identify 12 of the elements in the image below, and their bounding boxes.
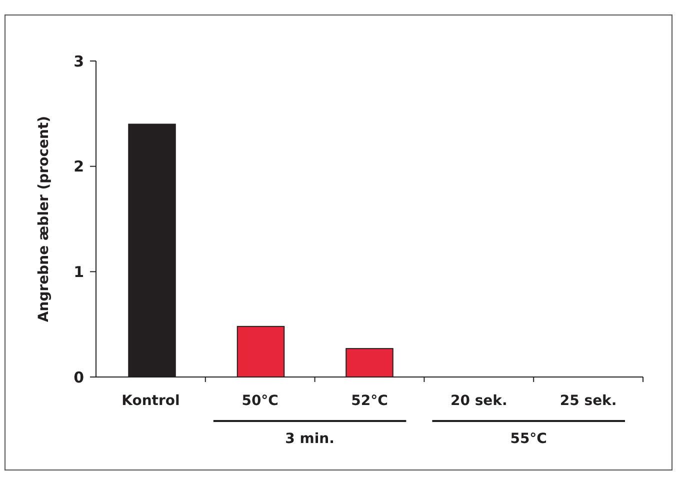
x-tick-label: 50°C <box>242 393 278 409</box>
text: 55°C <box>510 431 547 447</box>
y-tick-label: 0 <box>74 368 84 386</box>
y-tick-label: 3 <box>74 52 84 70</box>
y-tick-label: 1 <box>74 262 84 281</box>
text: 3 min. <box>285 431 334 447</box>
x-tick-label: Kontrol <box>122 393 180 409</box>
y-tick-label: 2 <box>74 158 84 176</box>
y-axis-title: Angrebne æbler (procent) <box>36 116 52 322</box>
x-tick-label: 52°C <box>351 393 388 409</box>
x-tick-label: 25 sek. <box>560 393 617 409</box>
x-tick-label: 20 sek. <box>450 393 508 409</box>
